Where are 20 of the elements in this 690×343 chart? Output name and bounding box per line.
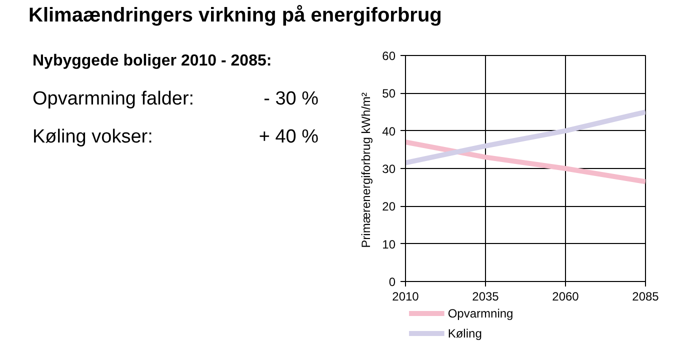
text: Klimaændringers virkning på energiforbrug (28, 4, 442, 26)
text: + 40 % (258, 126, 319, 148)
y-tick-label: 0 (388, 275, 396, 289)
text: - 30 % (264, 88, 319, 110)
y-tick-label: 10 (382, 237, 396, 252)
text: Opvarmning falder: (32, 88, 194, 110)
y-tick-label: 30 (382, 162, 396, 176)
y-tick-label: 50 (382, 86, 396, 101)
x-tick-label: 2010 (392, 290, 420, 304)
text: Køling vokser: (32, 126, 153, 148)
x-tick-label: 2085 (632, 290, 660, 304)
y-axis-title: Primærenergiforbrug kWh/m² (359, 92, 374, 248)
x-tick-label: 2035 (472, 290, 500, 304)
x-tick-label: 2060 (552, 290, 580, 304)
y-tick-label: 40 (382, 124, 396, 138)
y-tick-label: 20 (382, 200, 396, 214)
legend-label: Opvarmning (448, 306, 514, 320)
y-tick-label: 60 (382, 49, 396, 63)
text: Nybyggede boliger 2010 - 2085: (32, 52, 272, 70)
legend-label: Køling (448, 326, 482, 340)
